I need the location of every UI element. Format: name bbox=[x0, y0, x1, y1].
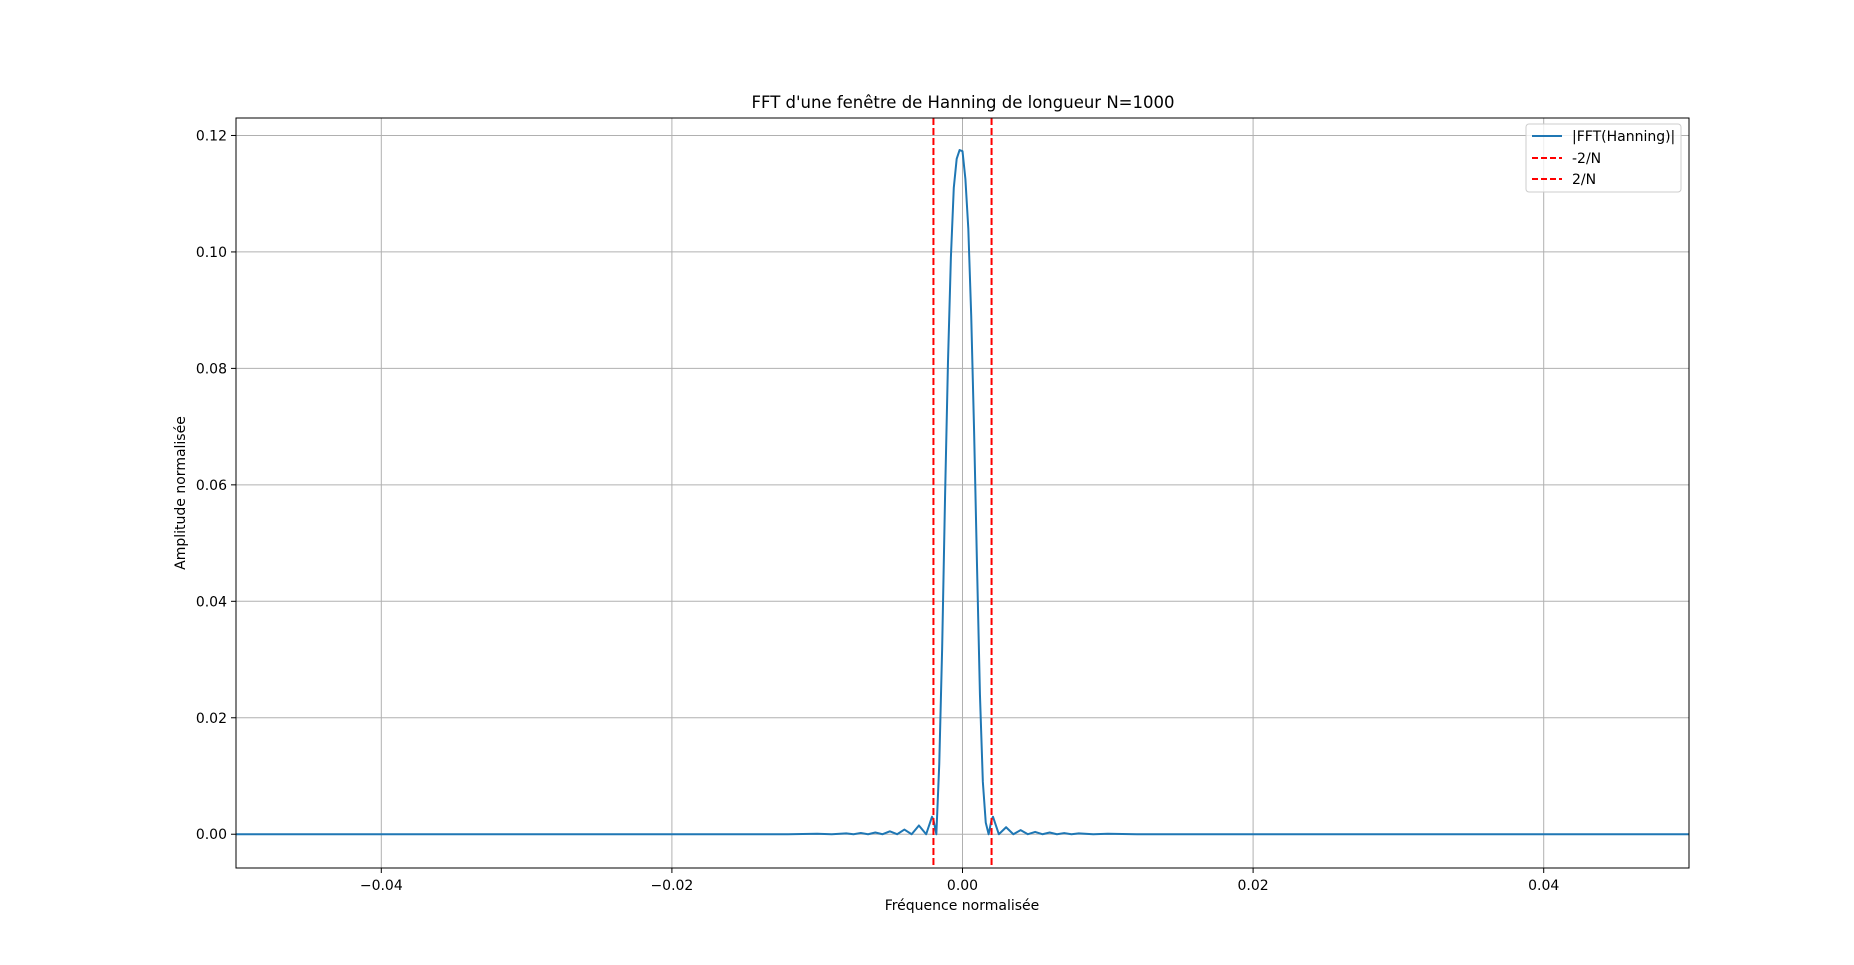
y-tick-label: 0.04 bbox=[196, 594, 227, 610]
x-tick-label: −0.02 bbox=[650, 878, 693, 894]
y-axis-label: Amplitude normalisée bbox=[173, 416, 189, 570]
plot-area bbox=[236, 118, 1689, 868]
x-tick-label: 0.02 bbox=[1238, 878, 1269, 894]
x-tick-label: 0.00 bbox=[947, 878, 978, 894]
y-tick-label: 0.10 bbox=[196, 245, 227, 261]
y-tick-label: 0.08 bbox=[196, 361, 227, 377]
y-tick-label: 0.02 bbox=[196, 711, 227, 727]
legend-label-minus-2-over-n: -2/N bbox=[1572, 151, 1601, 167]
x-axis-label: Fréquence normalisée bbox=[885, 898, 1040, 914]
x-axis-ticks: −0.04 −0.02 0.00 0.02 0.04 bbox=[360, 868, 1559, 894]
legend: |FFT(Hanning)| -2/N 2/N bbox=[1525, 123, 1682, 193]
y-tick-label: 0.06 bbox=[196, 478, 227, 494]
legend-label-2-over-n: 2/N bbox=[1572, 172, 1596, 188]
chart-title: FFT d'une fenêtre de Hanning de longueur… bbox=[752, 93, 1175, 112]
x-tick-label: −0.04 bbox=[360, 878, 403, 894]
y-tick-label: 0.00 bbox=[196, 827, 227, 843]
y-axis-ticks: 0.00 0.02 0.04 0.06 0.08 0.10 0.12 bbox=[196, 128, 236, 843]
x-tick-label: 0.04 bbox=[1528, 878, 1559, 894]
legend-box bbox=[1525, 123, 1682, 193]
legend-label-fft: |FFT(Hanning)| bbox=[1572, 129, 1675, 145]
grid bbox=[236, 118, 1689, 868]
y-tick-label: 0.12 bbox=[196, 128, 227, 144]
series-line-fft-hanning bbox=[236, 149, 1689, 836]
